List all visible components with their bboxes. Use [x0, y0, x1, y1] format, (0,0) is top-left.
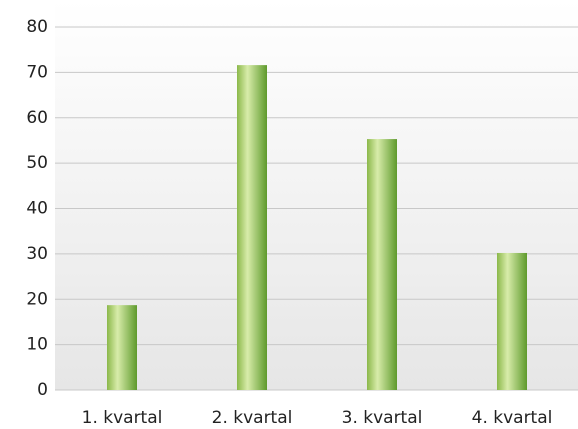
- y-tick-label: 0: [37, 380, 48, 400]
- bar: [497, 252, 527, 390]
- y-tick-label: 10: [26, 335, 48, 355]
- y-tick-label: 70: [26, 62, 48, 82]
- bar: [367, 139, 397, 390]
- bar: [107, 305, 137, 390]
- y-tick-label: 20: [26, 289, 48, 309]
- x-tick-label: 3. kvartal: [342, 408, 423, 428]
- x-tick-label: 4. kvartal: [472, 408, 553, 428]
- x-tick-label: 1. kvartal: [82, 408, 163, 428]
- y-tick-label: 60: [26, 108, 48, 128]
- y-tick-label: 80: [26, 17, 48, 37]
- plot-area: [55, 0, 578, 390]
- y-tick-label: 40: [26, 199, 48, 219]
- x-tick-label: 2. kvartal: [212, 408, 293, 428]
- y-tick-label: 30: [26, 244, 48, 264]
- y-tick-label: 50: [26, 153, 48, 173]
- bar: [237, 65, 267, 391]
